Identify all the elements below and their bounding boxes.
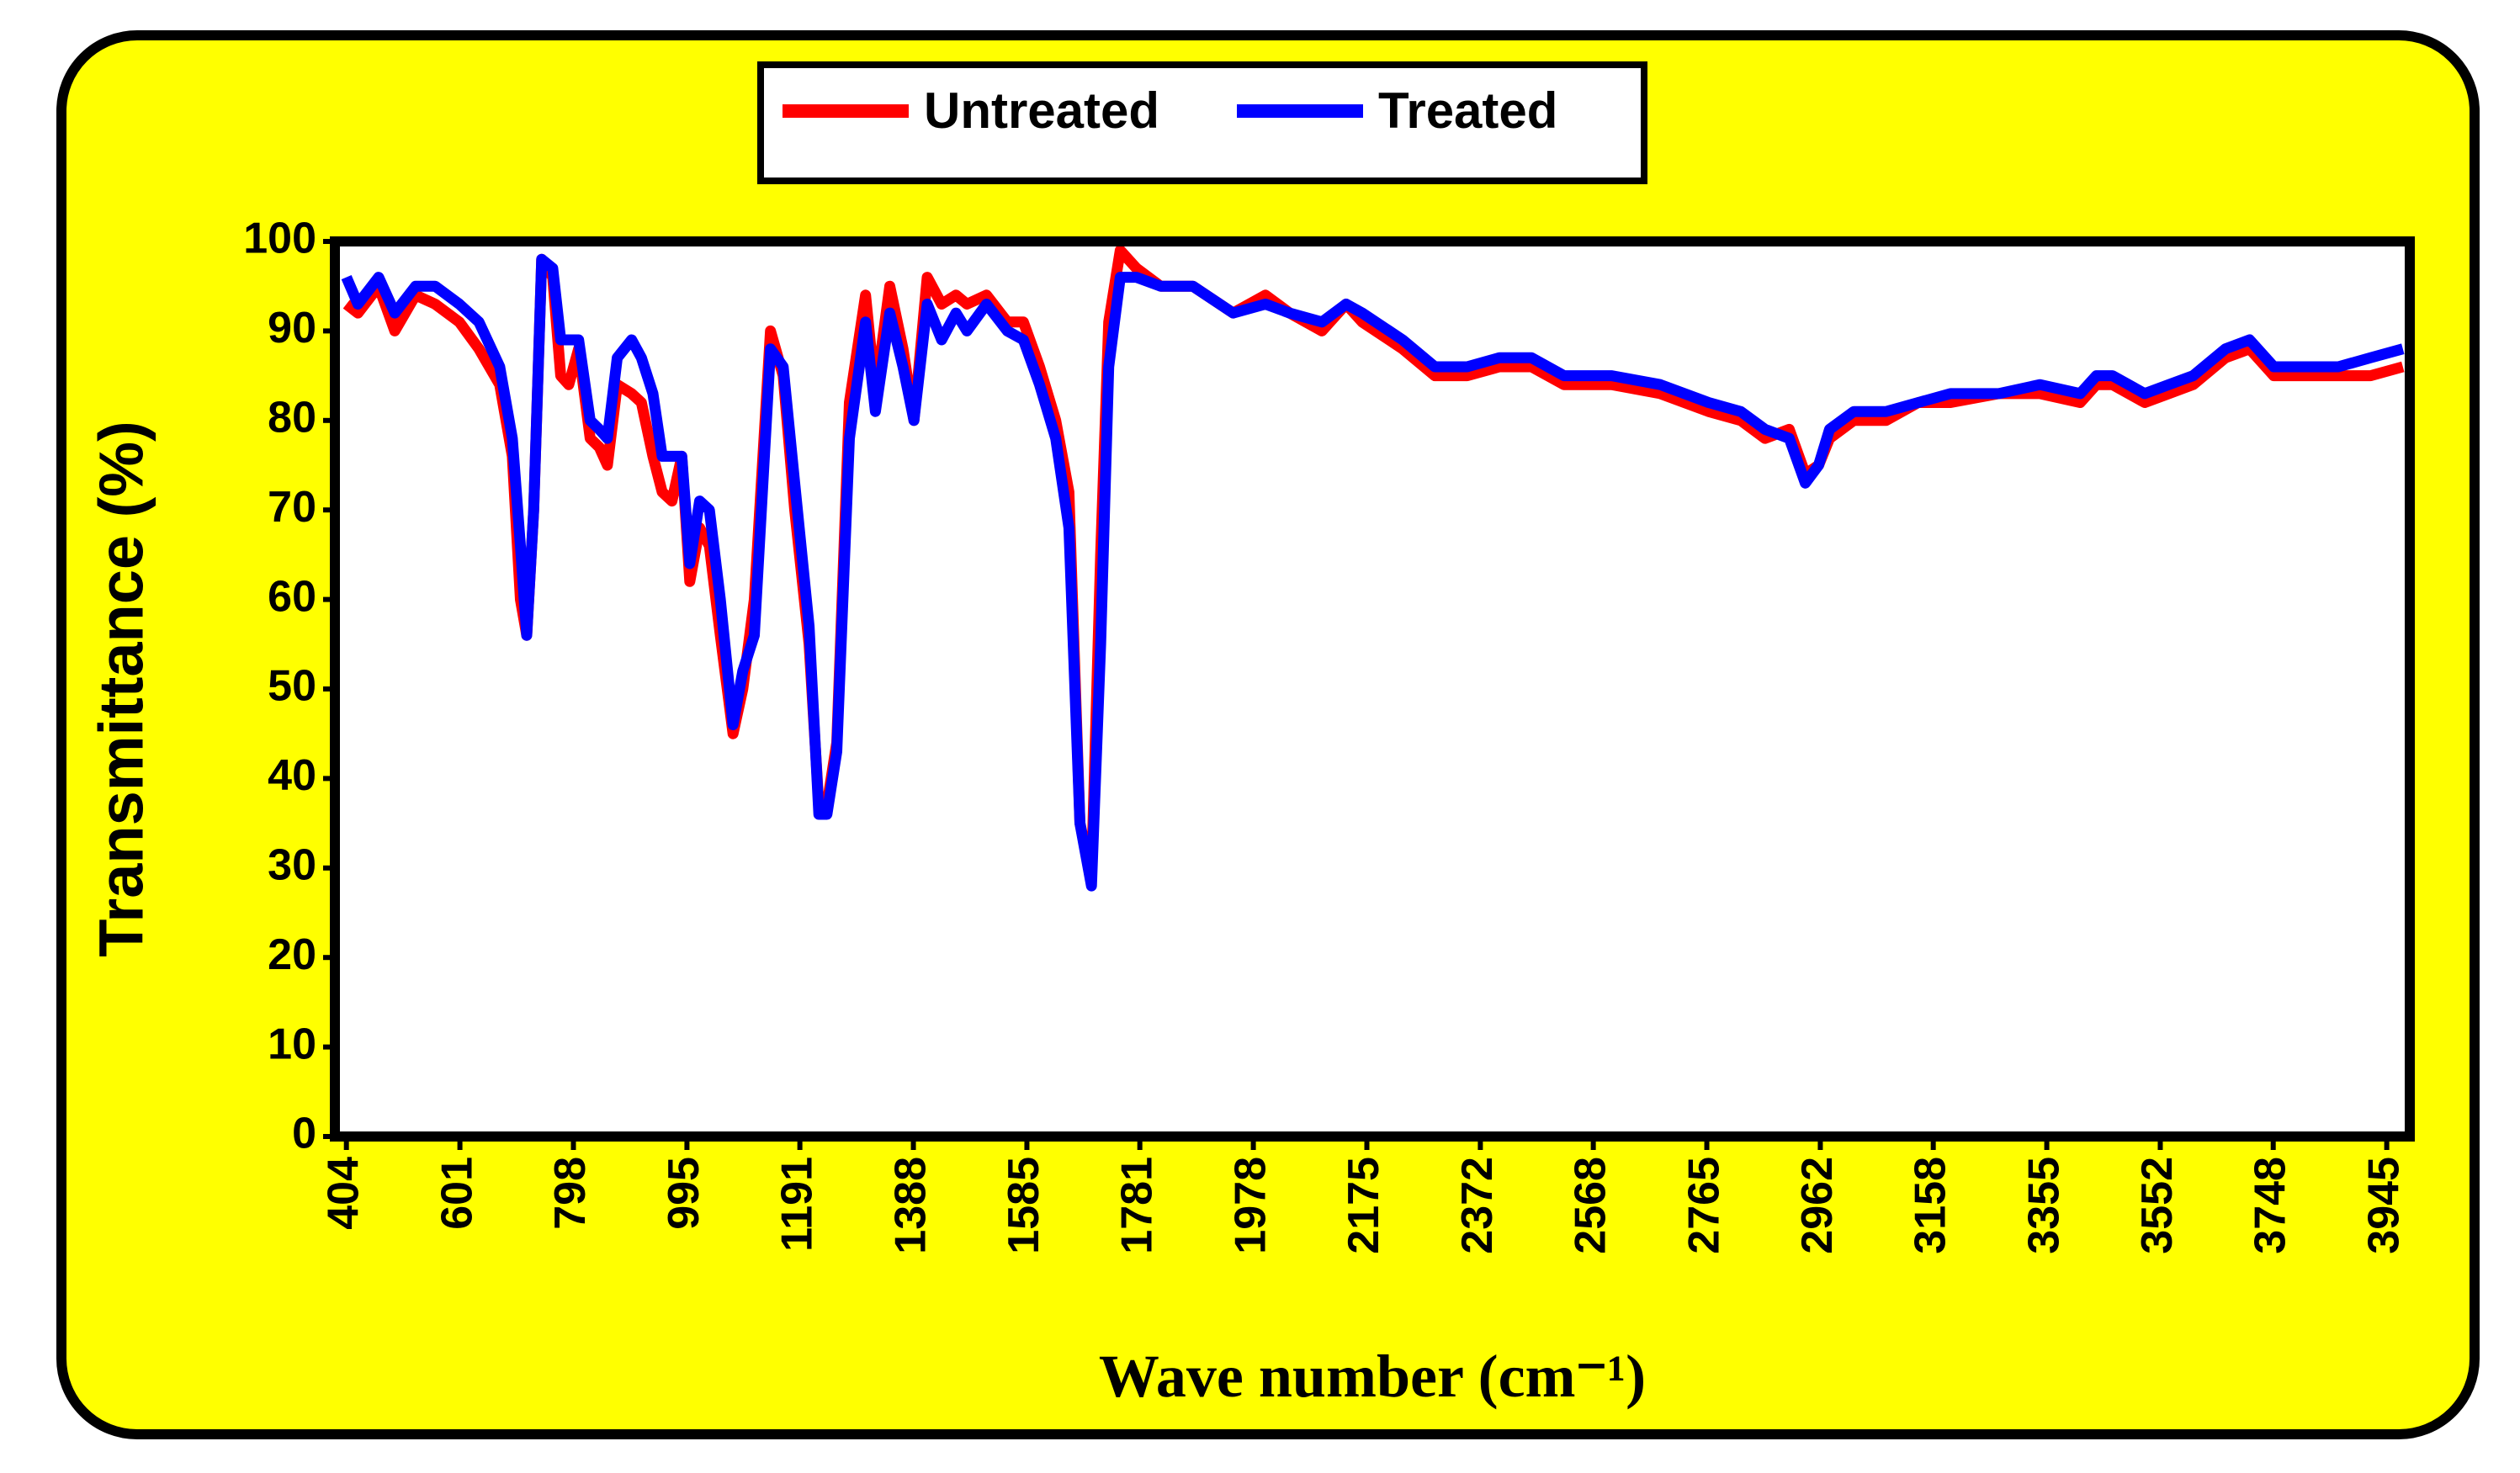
- x-tick-label: 1978: [1226, 1157, 1275, 1254]
- x-tick-label: 2175: [1340, 1157, 1388, 1254]
- y-tick-label: 40: [268, 751, 316, 800]
- x-tick-label: 1191: [772, 1157, 821, 1252]
- y-tick-label: 90: [268, 304, 316, 352]
- y-tick-label: 20: [268, 930, 316, 979]
- y-tick-label: 100: [243, 215, 316, 263]
- legend: [757, 61, 1647, 184]
- y-tick-label: 50: [268, 662, 316, 711]
- x-tick-label: 995: [660, 1157, 708, 1230]
- y-tick-label: 70: [268, 483, 316, 532]
- y-tick-label: 80: [268, 394, 316, 442]
- x-tick-label: 601: [432, 1157, 481, 1230]
- x-axis-title: Wave number (cm⁻¹): [1099, 1343, 1646, 1410]
- x-tick-label: 3748: [2246, 1157, 2295, 1254]
- x-tick-label: 3945: [2359, 1157, 2408, 1254]
- y-tick-label: 0: [292, 1110, 316, 1158]
- legend-label: Treated: [1378, 82, 1557, 139]
- x-tick-label: 3552: [2133, 1157, 2182, 1254]
- y-tick-label: 60: [268, 572, 316, 621]
- series-line: [341, 253, 2405, 892]
- y-tick-label: 30: [268, 841, 316, 890]
- x-tick-label: 3158: [1906, 1157, 1955, 1254]
- x-tick-label: 2568: [1566, 1157, 1615, 1254]
- x-tick-label: 3355: [2019, 1157, 2068, 1254]
- x-tick-label: 2765: [1679, 1157, 1728, 1254]
- x-tick-label: 2372: [1453, 1157, 1502, 1254]
- x-tick-label: 2962: [1793, 1157, 1842, 1254]
- x-tick-label: 404: [319, 1157, 368, 1230]
- y-tick-label: 10: [268, 1020, 316, 1068]
- y-axis-title: Transmittance (%): [87, 421, 157, 956]
- x-tick-label: 798: [546, 1157, 595, 1230]
- legend-label: Untreated: [924, 82, 1159, 139]
- x-tick-label: 1585: [1000, 1157, 1048, 1254]
- x-tick-label: 1388: [886, 1157, 935, 1254]
- x-tick-label: 1781: [1112, 1157, 1161, 1254]
